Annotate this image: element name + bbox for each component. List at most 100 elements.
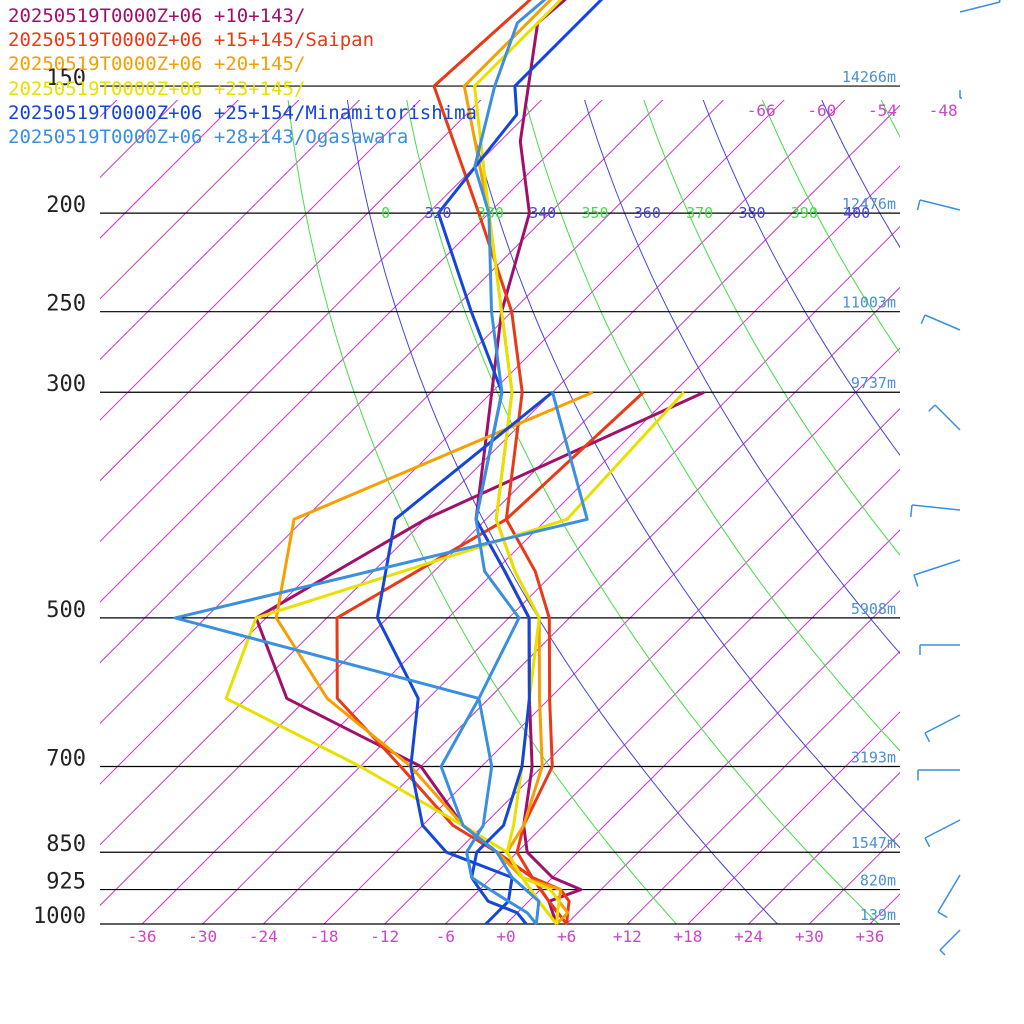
- upper-temp-label: -54: [868, 101, 897, 120]
- wind-barb-flag: [939, 949, 946, 956]
- height-label: 14266m: [842, 68, 896, 86]
- isotherm: [748, 771, 900, 924]
- wind-barb: [934, 404, 961, 431]
- wind-barb-flag: [998, 0, 1001, 3]
- isotherm: [100, 100, 725, 725]
- isotherm: [869, 893, 900, 924]
- theta-label: 340: [529, 204, 556, 222]
- temperature-line-5: [436, 0, 604, 925]
- wind-barb-flag: [920, 314, 926, 325]
- isotherm: [505, 529, 900, 924]
- isotherm: [323, 347, 900, 924]
- isotherm: [100, 100, 421, 421]
- legend-entry-4: 20250519T0000Z+06 +23+145/: [8, 77, 306, 100]
- pressure-label: 850: [46, 832, 86, 857]
- height-label: 9737m: [851, 374, 896, 392]
- dry-adiabat: [907, 0, 1024, 924]
- pressure-label: 250: [46, 292, 86, 317]
- theta-label: 400: [843, 204, 870, 222]
- wind-barb: [913, 559, 961, 576]
- sounding-series: [173, 0, 705, 926]
- dry-adiabat: [855, 0, 1024, 924]
- dry-adiabat: [584, 100, 900, 655]
- isotherm: [566, 589, 900, 924]
- theta-label: 350: [581, 204, 608, 222]
- isotherm: [384, 407, 900, 924]
- isotherm: [100, 104, 900, 907]
- wind-barb-flag: [928, 404, 936, 412]
- temp-tick-label: -36: [128, 927, 157, 946]
- wind-barb-flag: [937, 911, 948, 919]
- isotherm: [100, 100, 482, 482]
- isotherm: [202, 225, 900, 924]
- legend-entry-1: 20250519T0000Z+06 +10+143/: [8, 5, 306, 27]
- wind-barb: [911, 504, 961, 511]
- wind-barb-flag: [916, 199, 921, 211]
- height-label: 3193m: [851, 748, 896, 766]
- wind-barb: [937, 874, 961, 913]
- dewpoint-line-6: [173, 391, 589, 925]
- temp-tick-label: +24: [734, 927, 763, 946]
- temp-tick-label: +12: [613, 927, 642, 946]
- wind-barb-flag: [910, 504, 913, 518]
- isotherm: [808, 832, 900, 924]
- temp-tick-label: -18: [310, 927, 339, 946]
- theta-label: 370: [686, 204, 713, 222]
- wind-barb: [924, 314, 961, 331]
- wind-barb: [919, 199, 961, 211]
- temperature-line-6: [465, 0, 547, 925]
- legend-entry-3: 20250519T0000Z+06 +20+145/: [8, 53, 306, 76]
- pressure-label: 150: [46, 66, 86, 91]
- temp-tick-label: +6: [557, 927, 576, 946]
- upper-temp-label: -48: [929, 101, 958, 120]
- temp-tick-label: -12: [370, 927, 399, 946]
- upper-temp-label: -66: [747, 101, 776, 120]
- isotherm: [100, 100, 543, 543]
- isotherm: [931, 0, 1024, 924]
- pressure-label: 300: [46, 372, 86, 397]
- height-label: 1547m: [851, 834, 896, 852]
- wind-barb-flag: [924, 837, 931, 848]
- pressure-label: 200: [46, 193, 86, 218]
- wind-barb: [924, 714, 961, 734]
- dry-adiabat: [959, 0, 1024, 924]
- upper-temp-label: -60: [807, 101, 836, 120]
- theta-label: 0: [381, 204, 390, 222]
- height-label: 11003m: [842, 294, 896, 312]
- theta-label: 390: [791, 204, 818, 222]
- temp-tick-label: +30: [795, 927, 824, 946]
- isobars: [100, 85, 900, 925]
- temperature-line-2: [432, 0, 571, 925]
- isotherm: [100, 100, 664, 664]
- wind-barb-flag: [924, 732, 931, 743]
- theta-label: 380: [738, 204, 765, 222]
- temperature-line-1: [474, 0, 583, 925]
- temperature-line-4: [473, 0, 563, 925]
- axis-labels: 10016652m15014266m20012476m25011003m3009…: [33, 66, 958, 946]
- legend-entry-5: 20250519T0000Z+06 +25+154/Minamitorishim…: [8, 101, 477, 124]
- theta-label: 320: [424, 204, 451, 222]
- wind-barb: [924, 819, 961, 839]
- height-label: 12476m: [842, 195, 896, 213]
- wind-barb-flag: [913, 574, 919, 587]
- temp-tick-label: +36: [856, 927, 885, 946]
- isotherm: [263, 286, 900, 924]
- isotherm: [100, 100, 846, 846]
- legend-entry-6: 20250519T0000Z+06 +28+143/Ogasawara: [8, 126, 409, 149]
- wind-barb: [939, 929, 961, 951]
- temp-tick-label: +18: [674, 927, 703, 946]
- temp-tick-label: -30: [188, 927, 217, 946]
- theta-label: 330: [477, 204, 504, 222]
- theta-label: 360: [634, 204, 661, 222]
- dry-adiabat: [761, 100, 900, 354]
- legend: 20250519T0000Z+06 +10+143/ 20250519T0000…: [8, 4, 477, 149]
- temp-tick-label: +0: [496, 927, 515, 946]
- dry-adiabat: [702, 100, 900, 457]
- pressure-label: 925: [46, 870, 86, 895]
- pressure-label: 500: [46, 598, 86, 623]
- height-label: 139m: [860, 906, 896, 924]
- dewpoint-line-2: [335, 391, 645, 925]
- dewpoint-line-4: [224, 391, 686, 925]
- wind-barbs: [910, 0, 1001, 956]
